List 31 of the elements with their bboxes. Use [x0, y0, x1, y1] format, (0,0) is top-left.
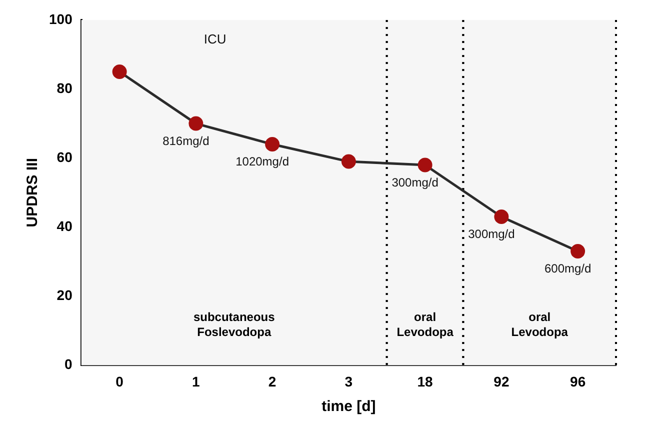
point: [265, 137, 280, 152]
point: [188, 116, 204, 131]
point: [112, 64, 127, 80]
annotation: 816mg/d: [162, 134, 210, 148]
annotation: 1020mg/d: [236, 154, 289, 169]
annotation: ICU: [204, 32, 226, 47]
y-axis-title: UPDRS III: [24, 158, 42, 228]
x-tick-label: 3: [344, 373, 353, 390]
annotation: 300mg/d: [392, 175, 438, 190]
x-tick-label: 96: [570, 373, 586, 390]
y-tick-label: 80: [56, 80, 73, 96]
point: [570, 244, 586, 259]
x-tick-label: 2: [268, 373, 276, 390]
point: [494, 210, 509, 224]
x-tick-label: 92: [494, 373, 510, 390]
point: [418, 158, 432, 172]
band-label: oral Levodopa: [396, 310, 454, 340]
x-tick-label: 18: [417, 373, 434, 390]
point: [341, 154, 356, 169]
band-label: oral Levodopa: [511, 310, 568, 340]
x-tick-label: 1: [192, 373, 200, 390]
y-tick-label: 0: [64, 356, 73, 372]
y-tick-label: 100: [49, 10, 73, 27]
annotation: 300mg/d: [468, 227, 515, 242]
y-tick-label: 40: [56, 218, 73, 234]
annotation: 600mg/d: [544, 262, 592, 276]
y-tick-label: 60: [56, 148, 73, 165]
x-axis-title: time [d]: [322, 398, 376, 416]
band-label: subcutaneous Foslevodopa: [193, 310, 276, 340]
y-tick-label: 20: [56, 287, 73, 304]
x-tick-label: 0: [116, 373, 124, 390]
